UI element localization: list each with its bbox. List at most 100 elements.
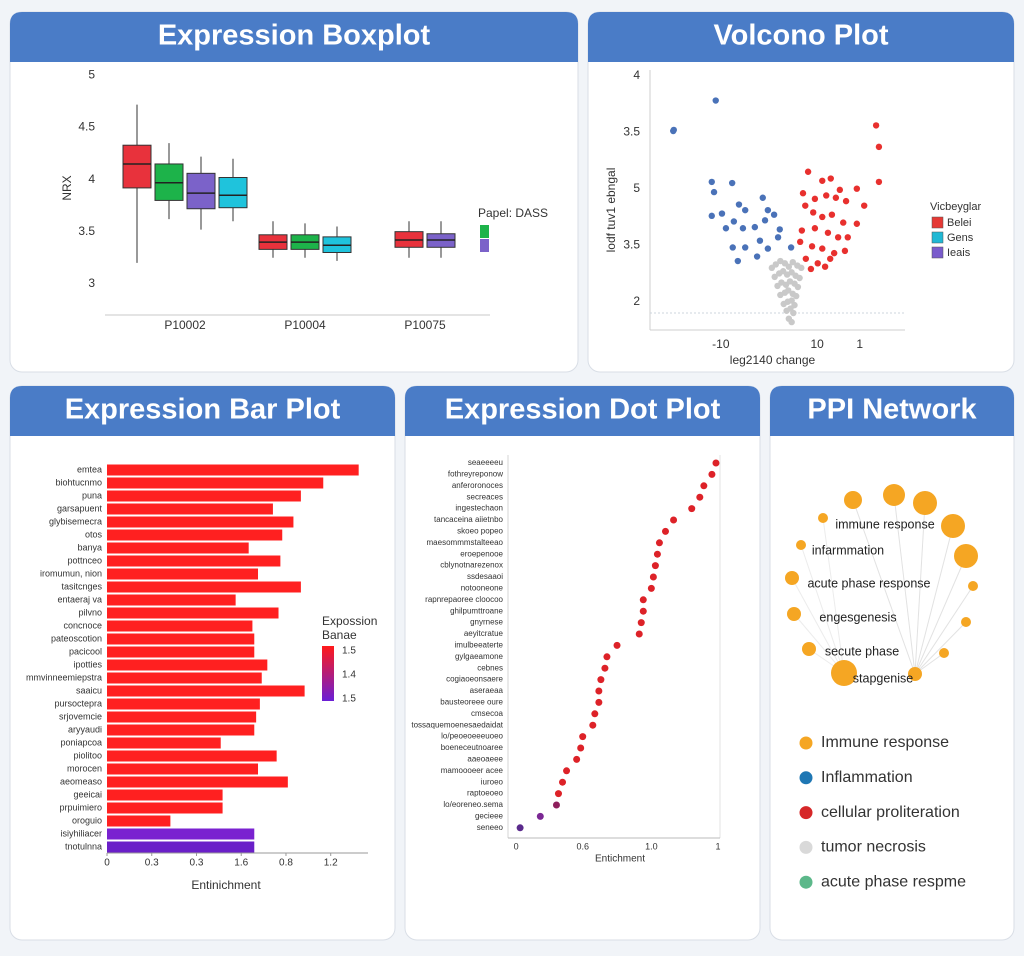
volcano-point [875, 143, 883, 151]
x-tick-label: 1.2 [324, 858, 338, 869]
box-body [218, 177, 248, 209]
volcano-point [793, 292, 800, 300]
category-label: ingestechaon [455, 504, 503, 513]
network-edge [914, 502, 926, 675]
volcano-point [861, 202, 868, 209]
volcano-point [808, 243, 816, 250]
category-label: garsapuent [57, 503, 103, 513]
category-label: seaeeeeu [468, 458, 503, 467]
category-label: boeneceutnoaree [441, 743, 504, 752]
network-node [796, 540, 806, 550]
category-label: cogiaoeonsaere [446, 675, 503, 684]
volcano-point [834, 234, 842, 241]
volcano-point [798, 264, 805, 272]
volcano-point [832, 194, 840, 201]
volcano-point [788, 318, 795, 326]
category-label: gecieee [475, 812, 504, 821]
network-node [908, 667, 922, 681]
panel-header [10, 386, 395, 436]
dot [573, 755, 581, 763]
category-label: pacicool [69, 646, 102, 656]
legend-marker [799, 806, 813, 820]
panel-title: Volcono Plot [713, 20, 888, 52]
bar [107, 464, 359, 476]
legend-swatch [931, 231, 944, 244]
y-tick-label: 2 [633, 294, 640, 308]
dot [559, 778, 567, 786]
category-label: entaeraj va [57, 594, 102, 604]
volcano-point [844, 234, 851, 241]
category-label: pilvno [78, 607, 102, 617]
volcano-point [824, 229, 832, 236]
category-label: ghilpumttroane [450, 606, 503, 615]
legend-label: tumor necrosis [821, 839, 926, 856]
network-node [961, 617, 971, 627]
x-tick-label: 1.6 [234, 858, 248, 869]
network-node [787, 607, 801, 621]
category-label: tancaceina aiietnbo [434, 515, 503, 524]
volcano-point [785, 263, 793, 270]
category-label: ipotties [73, 659, 102, 669]
bar [107, 477, 324, 489]
y-tick-label: 5 [88, 68, 95, 82]
volcano-point [734, 257, 742, 265]
network-node [802, 642, 816, 656]
network-node [939, 648, 949, 658]
network-node [844, 491, 862, 509]
volcano-point [751, 223, 759, 231]
volcano-point [770, 211, 778, 218]
network-edge [791, 577, 845, 674]
volcano-point [785, 287, 792, 294]
bar [107, 646, 255, 658]
node-label: engesgenesis [819, 610, 896, 624]
x-tick-label: P10004 [284, 318, 326, 332]
legend-title: Papel: DASS [478, 206, 548, 220]
x-tick-label: 0.6 [576, 841, 589, 851]
category-label: maesommmstalteeao [427, 538, 504, 547]
bar [107, 802, 223, 814]
category-label: cblynotnarezenox [440, 561, 503, 570]
legend-swatch [931, 216, 944, 229]
category-label: pateoscotion [51, 633, 102, 643]
volcano-point [830, 249, 838, 257]
y-tick-label: 5 [633, 181, 640, 195]
x-tick-label: P10002 [164, 318, 206, 332]
x-tick-label: 0.3 [190, 858, 204, 869]
y-tick-label: 3 [88, 276, 95, 290]
category-label: concnoce [63, 620, 102, 630]
category-label: saaicu [76, 685, 102, 695]
volcano-point [811, 195, 819, 203]
network-node [818, 513, 828, 523]
legend-swatch [931, 246, 944, 259]
dot [712, 459, 720, 467]
dot [661, 527, 669, 535]
x-tick-label: 0 [104, 858, 110, 869]
x-tick-label: 1 [856, 337, 863, 351]
category-label: poniapcoa [60, 737, 102, 747]
legend-label: Ieais [947, 247, 971, 259]
legend-marker [799, 840, 813, 854]
category-label: aryyaudi [68, 724, 102, 734]
volcano-point [739, 225, 747, 232]
bar [107, 737, 221, 749]
volcano-point [764, 245, 772, 252]
category-label: aaeoaeee [467, 755, 503, 764]
network-edge [914, 555, 967, 675]
category-label: gylgaeamone [455, 652, 504, 661]
panel-header [405, 386, 760, 436]
category-label: lo/peoeoeeeuoeo [441, 732, 503, 741]
network-node [913, 491, 937, 515]
volcano-point [759, 194, 766, 201]
volcano-point [722, 225, 730, 232]
legend-marker [799, 771, 813, 785]
panel-title: Expression Dot Plot [445, 394, 721, 426]
y-tick-label: 3.5 [78, 224, 95, 238]
category-label: aeomeaso [60, 776, 102, 786]
legend-label: acute phase respme [821, 873, 966, 890]
dot [688, 505, 696, 513]
category-label: pursoctepra [54, 698, 102, 708]
bar [107, 542, 249, 554]
category-label: isiyhiliacer [60, 828, 102, 838]
y-tick-label: 3.5 [623, 237, 640, 251]
x-tick-label: -10 [712, 337, 730, 351]
